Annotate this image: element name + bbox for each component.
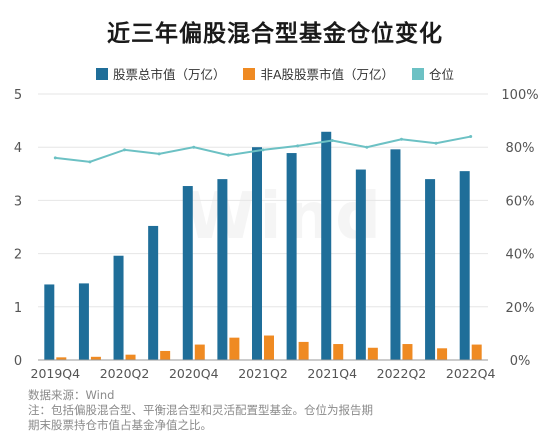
legend-swatch-non-a-value <box>243 67 256 80</box>
bar-stock-value <box>321 131 332 360</box>
position-point <box>365 145 369 149</box>
position-point <box>296 144 300 148</box>
bar-stock-value <box>355 169 366 360</box>
bar-stock-value <box>459 171 470 360</box>
bar-non-a-value <box>125 354 136 360</box>
position-point <box>53 156 57 160</box>
y-right-tick-label: 0% <box>510 354 531 369</box>
y-left-tick-label: 5 <box>14 88 22 103</box>
bar-stock-value <box>252 147 262 360</box>
x-tick-label: 2020Q4 <box>169 366 219 381</box>
bar-non-a-value <box>471 344 482 360</box>
bar-stock-value <box>182 186 193 360</box>
bar-stock-value <box>44 284 55 360</box>
bar-non-a-value <box>333 344 344 360</box>
footnote-line-1: 注：包括偏股混合型、平衡混合型和灵活配置型基金。仓位为报告期 <box>28 403 373 417</box>
y-left-tick-label: 1 <box>14 301 22 316</box>
chart-title: 近三年偏股混合型基金仓位变化 <box>107 21 443 47</box>
y-right-tick-label: 100% <box>501 88 538 103</box>
bar-non-a-value <box>402 344 413 360</box>
bar-non-a-value <box>437 348 448 360</box>
y-right-tick-label: 20% <box>506 301 535 316</box>
x-tick-label: 2019Q4 <box>31 366 81 381</box>
x-tick-label: 2022Q4 <box>446 366 496 381</box>
x-tick-label: 2021Q4 <box>307 366 357 381</box>
position-point <box>399 137 403 141</box>
bar-stock-value <box>113 255 124 360</box>
legend-item-position: 仓位 <box>412 64 454 83</box>
legend-swatch-position <box>412 67 425 80</box>
bar-non-a-value <box>90 356 101 360</box>
x-tick-label: 2020Q2 <box>100 366 150 381</box>
bar-non-a-value <box>229 337 240 360</box>
position-point <box>157 152 161 156</box>
source-note: 数据来源：Wind <box>28 388 115 402</box>
position-point <box>226 153 230 157</box>
bar-non-a-value <box>194 344 205 360</box>
x-tick-label: 2021Q2 <box>238 366 288 381</box>
position-point <box>261 148 265 152</box>
bar-non-a-value <box>264 335 274 360</box>
position-point <box>469 135 473 139</box>
y-left-tick-label: 4 <box>14 141 22 156</box>
bar-stock-value <box>286 153 297 360</box>
bar-stock-value <box>217 179 228 360</box>
bar-stock-value <box>148 225 159 360</box>
legend-label-non-a-value: 非A股股票市值（万亿） <box>260 67 395 82</box>
bar-non-a-value <box>160 350 171 360</box>
legend-swatch-stock-value <box>95 67 108 80</box>
y-right-tick-label: 80% <box>506 141 535 156</box>
legend-label-stock-value: 股票总市值（万亿） <box>112 67 226 82</box>
bar-stock-value <box>425 179 436 360</box>
legend-item-stock-value: 股票总市值（万亿） <box>95 64 226 83</box>
legend-item-non-a-value: 非A股股票市值（万亿） <box>243 64 394 83</box>
footnote-line-2: 期末股票持仓市值占基金净值之比。 <box>28 418 212 432</box>
position-point <box>330 139 334 143</box>
bar-non-a-value <box>367 347 378 360</box>
chart-notes: 数据来源：Wind 注：包括偏股混合型、平衡混合型和灵活配置型基金。仓位为报告期… <box>28 388 538 433</box>
y-left-tick-label: 3 <box>14 194 22 209</box>
y-right-tick-label: 40% <box>506 248 535 263</box>
bar-stock-value <box>390 149 401 360</box>
position-point <box>192 145 196 149</box>
y-left-tick-label: 2 <box>14 248 22 263</box>
position-point <box>434 141 438 145</box>
legend-label-position: 仓位 <box>429 67 455 82</box>
position-point <box>88 160 92 164</box>
chart-legend: 股票总市值（万亿） 非A股股票市值（万亿） 仓位 <box>0 64 550 83</box>
bar-non-a-value <box>298 341 309 360</box>
position-point <box>123 148 127 152</box>
y-right-tick-label: 60% <box>506 194 535 209</box>
bar-non-a-value <box>56 357 67 360</box>
y-left-tick-label: 0 <box>14 354 22 369</box>
bar-stock-value <box>78 283 89 360</box>
x-tick-label: 2022Q2 <box>377 366 427 381</box>
